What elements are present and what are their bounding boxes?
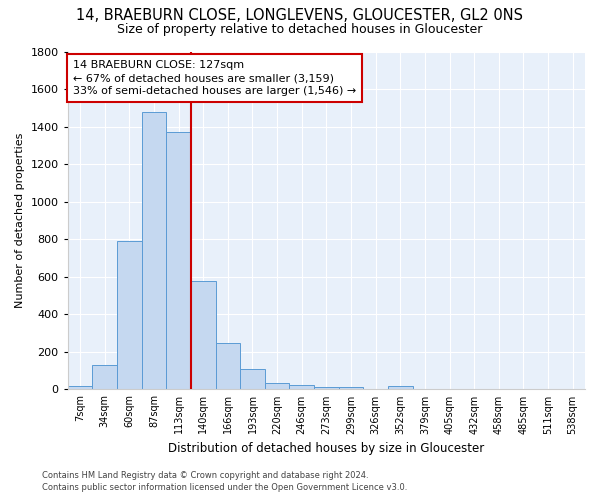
Bar [68,386,92,390]
Bar [117,241,142,390]
Bar [92,365,117,390]
Bar [314,386,338,390]
Bar [388,386,413,390]
Bar [240,369,265,390]
Bar [338,386,364,390]
X-axis label: Distribution of detached houses by size in Gloucester: Distribution of detached houses by size … [168,442,484,455]
Y-axis label: Number of detached properties: Number of detached properties [15,133,25,308]
Bar [191,282,215,390]
Text: 14, BRAEBURN CLOSE, LONGLEVENS, GLOUCESTER, GL2 0NS: 14, BRAEBURN CLOSE, LONGLEVENS, GLOUCEST… [77,8,523,22]
Text: Contains HM Land Registry data © Crown copyright and database right 2024.
Contai: Contains HM Land Registry data © Crown c… [42,471,407,492]
Bar [142,112,166,390]
Bar [215,344,240,390]
Bar [289,384,314,390]
Bar [166,132,191,390]
Bar [265,383,289,390]
Text: 14 BRAEBURN CLOSE: 127sqm
← 67% of detached houses are smaller (3,159)
33% of se: 14 BRAEBURN CLOSE: 127sqm ← 67% of detac… [73,60,356,96]
Text: Size of property relative to detached houses in Gloucester: Size of property relative to detached ho… [118,22,482,36]
